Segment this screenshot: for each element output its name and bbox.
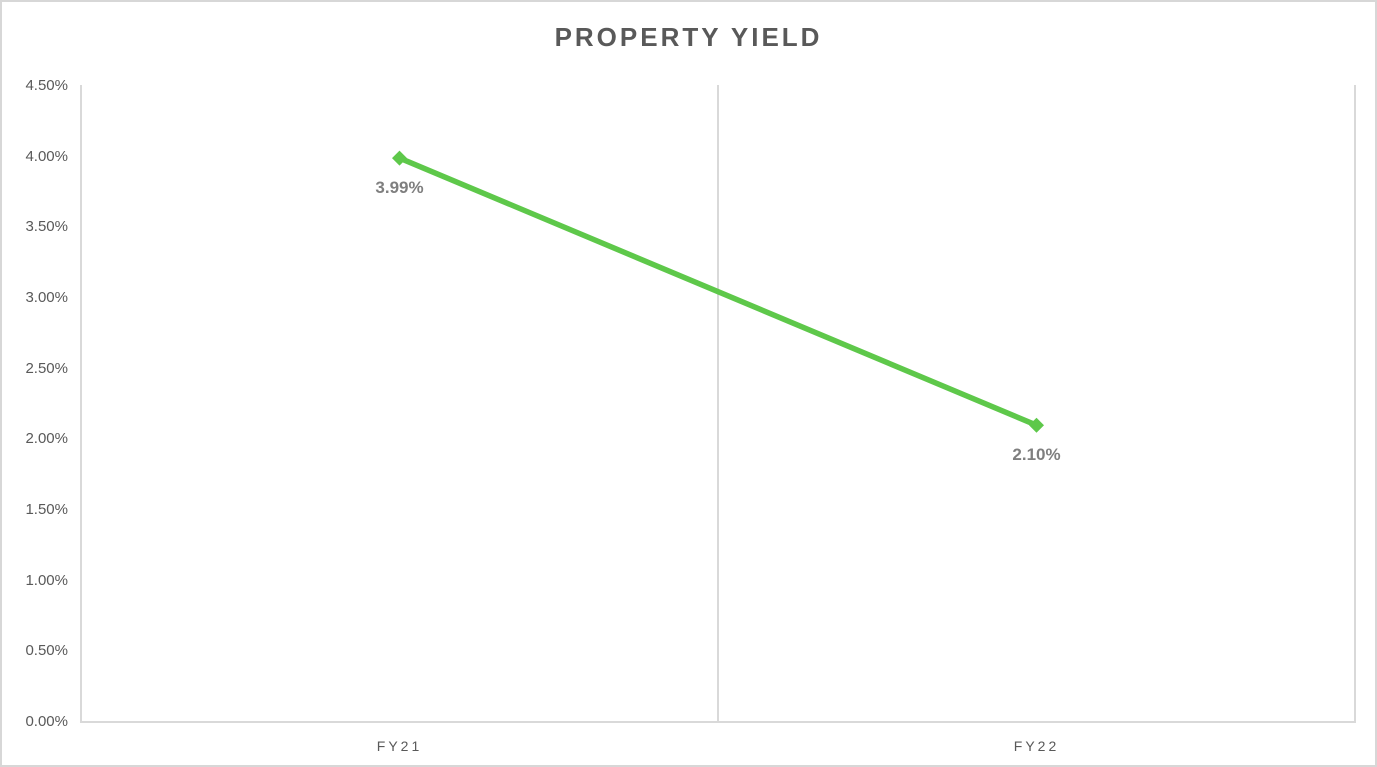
y-tick-label: 3.00% (25, 289, 68, 306)
y-tick-label: 0.50% (25, 642, 68, 660)
chart-title: PROPERTY YIELD (554, 22, 823, 52)
y-tick-label: 4.50% (25, 77, 68, 94)
data-label: 3.99% (375, 178, 424, 198)
diamond-marker-icon (392, 150, 407, 166)
x-axis-label: FY22 (1013, 738, 1060, 754)
series-line (396, 155, 1040, 428)
y-tick-label: 0.00% (25, 713, 68, 730)
y-tick-label: 3.50% (25, 218, 68, 236)
diamond-marker-icon (1029, 417, 1044, 433)
y-tick-label: 1.50% (25, 501, 68, 518)
y-tick-label: 4.00% (25, 147, 68, 165)
y-tick-label: 2.00% (25, 430, 68, 448)
y-tick-label: 1.00% (25, 571, 68, 589)
y-tick-label: 2.50% (25, 359, 68, 377)
data-label: 2.10% (1012, 445, 1061, 465)
x-axis-label: FY21 (376, 738, 423, 754)
